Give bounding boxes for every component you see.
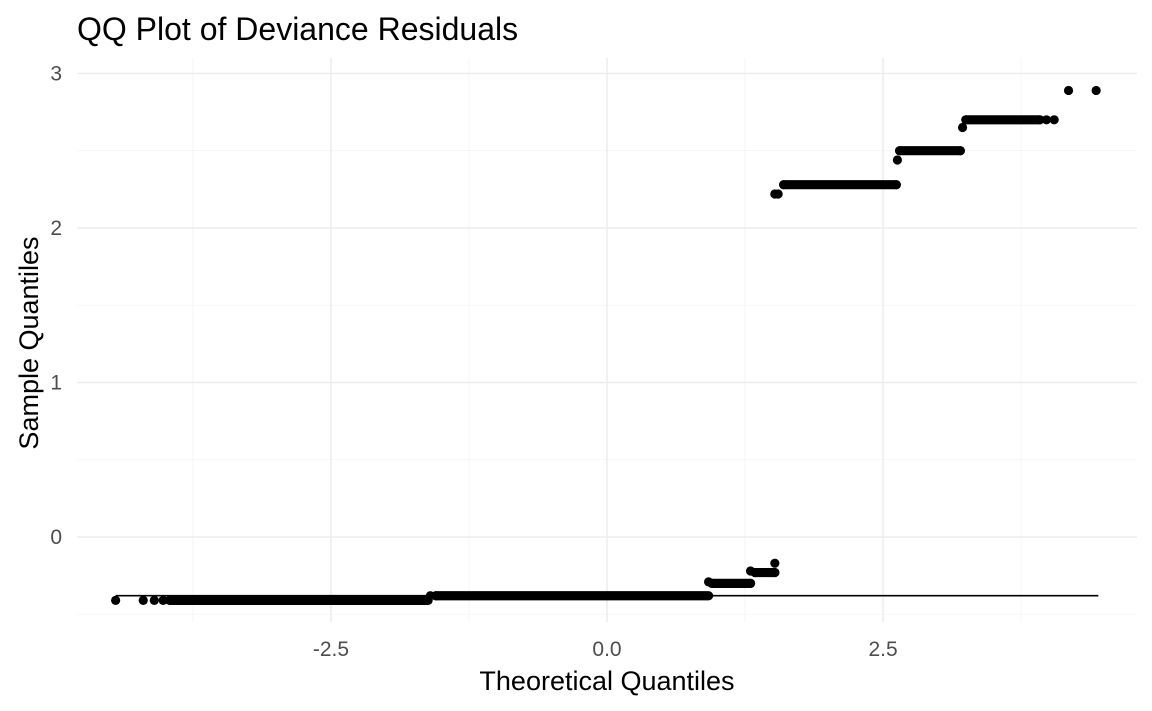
data-point xyxy=(1035,115,1045,125)
y-axis-title: Sample Quantiles xyxy=(14,236,44,449)
data-point xyxy=(750,567,760,578)
data-point xyxy=(1049,115,1059,125)
data-point xyxy=(111,595,121,605)
y-tick-label: 3 xyxy=(50,62,62,85)
data-point xyxy=(1091,85,1101,96)
tick-labels: -2.5 0.0 2.5 0 1 2 3 xyxy=(50,62,897,661)
data-point xyxy=(955,146,965,156)
data-point xyxy=(773,189,783,199)
data-point xyxy=(149,595,159,605)
point-run xyxy=(431,591,714,601)
data-point xyxy=(770,567,780,578)
data-point xyxy=(431,591,441,601)
point-run xyxy=(165,595,433,605)
y-tick-label: 2 xyxy=(50,217,62,240)
x-tick-label: -2.5 xyxy=(313,638,349,661)
data-point xyxy=(895,146,905,156)
data-point xyxy=(957,122,968,133)
data-point xyxy=(165,595,175,605)
data-point xyxy=(770,558,780,568)
point-run xyxy=(707,578,756,588)
y-tick-label: 1 xyxy=(50,371,62,394)
data-point xyxy=(891,180,901,190)
x-tick-label: 2.5 xyxy=(868,638,897,661)
data-point xyxy=(707,578,717,588)
data-points xyxy=(111,85,1101,605)
data-point xyxy=(779,180,789,190)
data-point xyxy=(892,155,902,165)
x-tick-label: 0.0 xyxy=(592,638,621,661)
data-point xyxy=(745,578,756,588)
data-point xyxy=(961,115,971,125)
data-point xyxy=(158,595,168,605)
point-run xyxy=(779,180,901,190)
chart-title: QQ Plot of Deviance Residuals xyxy=(77,11,518,47)
data-point xyxy=(1063,85,1074,96)
data-point xyxy=(1041,115,1052,125)
y-tick-label: 0 xyxy=(50,526,62,549)
data-point xyxy=(138,595,148,605)
point-run xyxy=(895,146,965,156)
point-run xyxy=(961,115,1045,125)
x-axis-title: Theoretical Quantiles xyxy=(479,666,734,696)
grid xyxy=(77,58,1137,622)
